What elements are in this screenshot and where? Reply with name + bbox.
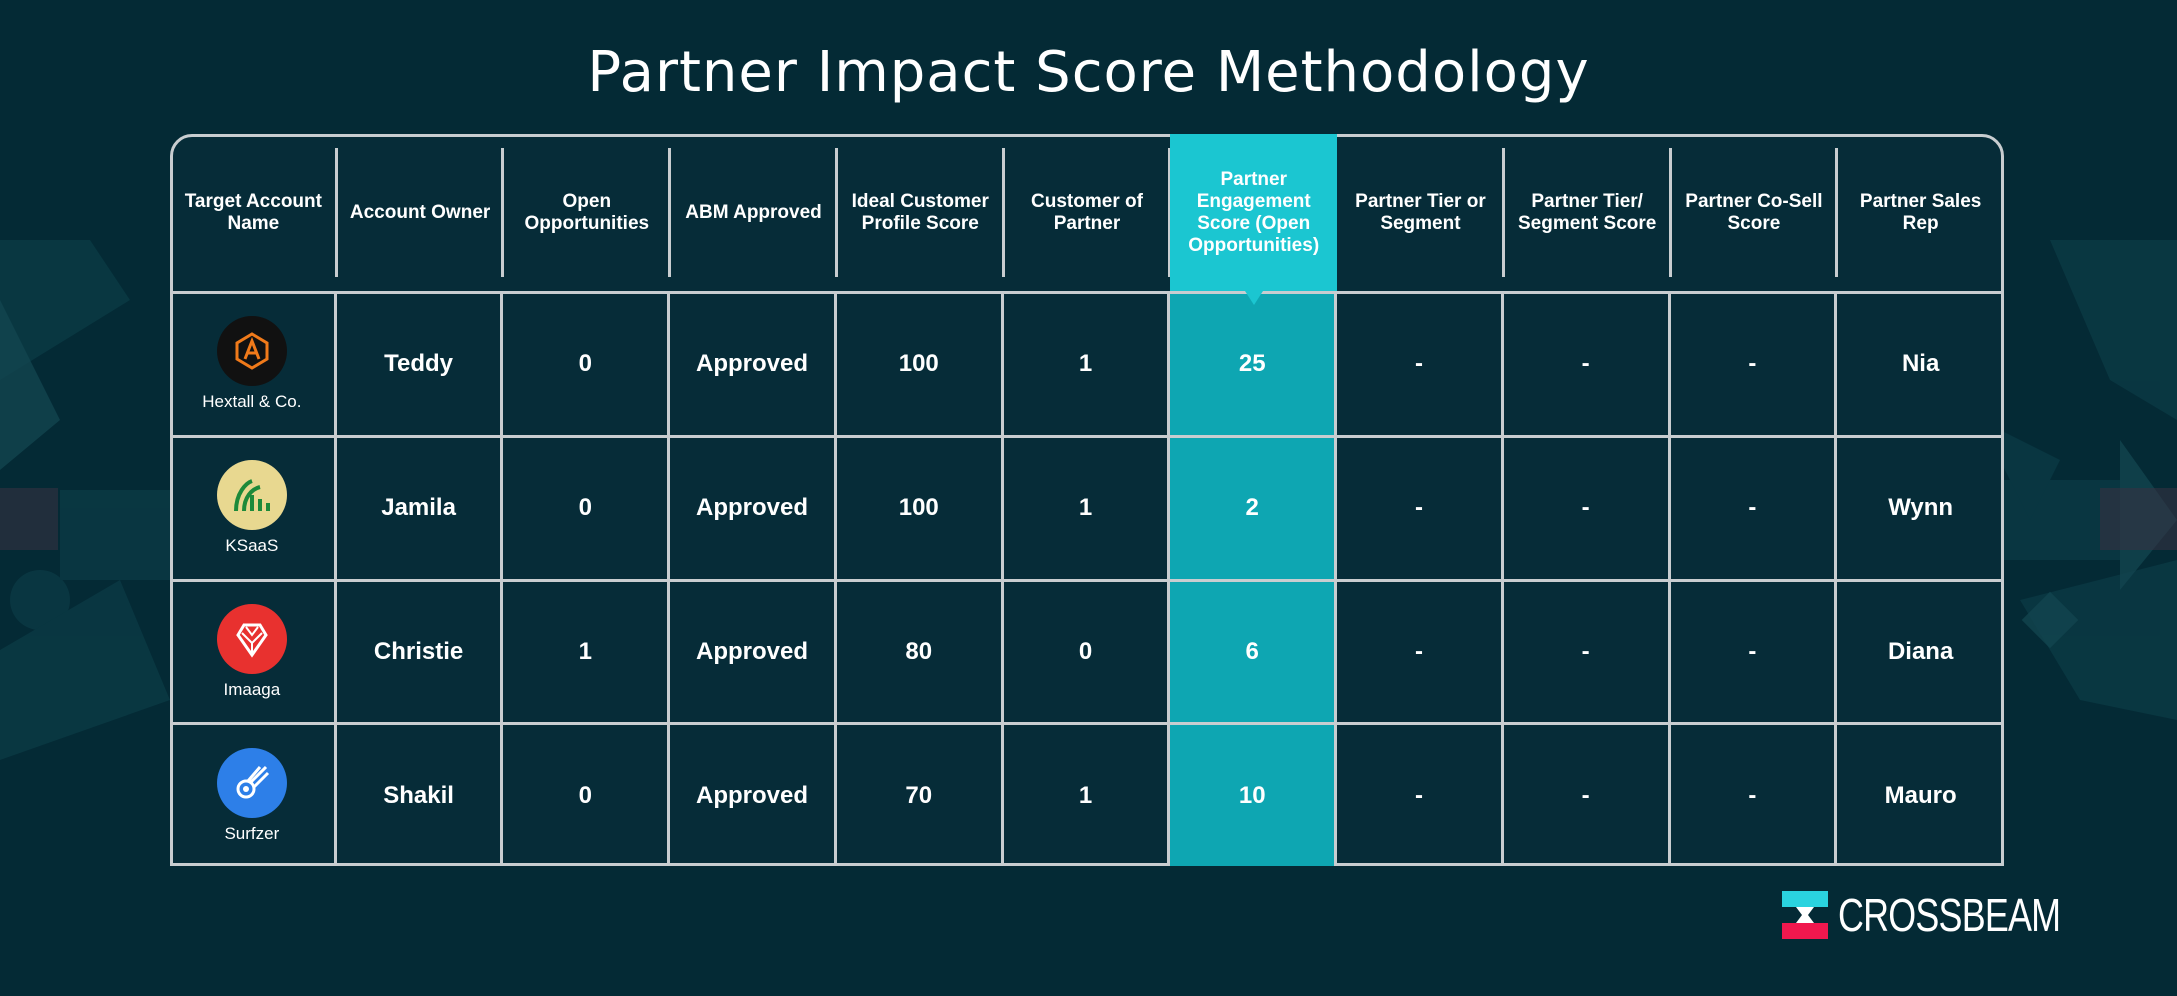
surfzer-logo-icon bbox=[216, 747, 287, 818]
account-name: Surfzer bbox=[224, 823, 280, 843]
cell-owner: Teddy bbox=[336, 291, 504, 435]
cell-open-opps: 0 bbox=[503, 291, 671, 435]
cell-owner: Shakil bbox=[336, 722, 504, 866]
cell-rep: Nia bbox=[1837, 291, 2004, 435]
cell-engagement: 2 bbox=[1170, 434, 1338, 579]
hextall-logo-icon bbox=[216, 316, 287, 387]
cell-abm: Approved bbox=[670, 578, 837, 723]
cell-cosell: - bbox=[1670, 578, 1838, 723]
cell-rep: Mauro bbox=[1837, 722, 2004, 866]
crossbeam-brand: CROSSBEAM bbox=[1782, 889, 2123, 941]
cell-open-opps: 1 bbox=[503, 578, 671, 723]
cell-open-opps: 0 bbox=[503, 434, 671, 579]
crossbeam-logo-icon bbox=[1782, 891, 1828, 939]
table-row-account: Imaaga bbox=[170, 578, 337, 723]
cell-cosell: - bbox=[1670, 722, 1838, 866]
cell-tier-score: - bbox=[1503, 434, 1671, 579]
col-header-account-owner: Account Owner bbox=[337, 134, 505, 291]
cell-icp: 70 bbox=[836, 722, 1004, 866]
score-table: Target Account Name Account Owner Open O… bbox=[170, 134, 2004, 866]
account-name: KSaaS bbox=[225, 536, 279, 556]
col-header-icp-score: Ideal Customer Profile Score bbox=[837, 134, 1005, 291]
table-row-account: Surfzer bbox=[170, 722, 337, 866]
cell-tier: - bbox=[1337, 291, 1504, 435]
cell-abm: Approved bbox=[670, 291, 837, 435]
col-header-tier-segment: Partner Tier or Segment bbox=[1337, 134, 1505, 291]
cell-tier: - bbox=[1337, 578, 1504, 723]
cell-owner: Jamila bbox=[336, 434, 504, 579]
table-grid: Target Account Name Account Owner Open O… bbox=[170, 134, 2004, 866]
cell-engagement: 25 bbox=[1170, 291, 1338, 435]
cell-open-opps: 0 bbox=[503, 722, 671, 866]
col-header-tier-segment-score: Partner Tier/ Segment Score bbox=[1504, 134, 1672, 291]
cell-icp: 80 bbox=[836, 578, 1004, 723]
col-header-customer-of-partner: Customer of Partner bbox=[1004, 134, 1172, 291]
cell-tier: - bbox=[1337, 722, 1504, 866]
account-name: Hextall & Co. bbox=[202, 392, 302, 412]
cell-icp: 100 bbox=[836, 291, 1004, 435]
cell-cosell: - bbox=[1670, 291, 1838, 435]
cell-customer-of-partner: 1 bbox=[1003, 434, 1171, 579]
table-frame bbox=[170, 134, 2004, 866]
table-row-account: KSaaS bbox=[170, 434, 337, 579]
cell-tier-score: - bbox=[1503, 291, 1671, 435]
cell-tier: - bbox=[1337, 434, 1504, 579]
col-header-sales-rep: Partner Sales Rep bbox=[1859, 190, 1982, 234]
col-header-cosell-score: Partner Co-Sell Score bbox=[1671, 134, 1839, 291]
cell-customer-of-partner: 0 bbox=[1003, 578, 1171, 723]
cell-rep: Diana bbox=[1837, 578, 2004, 723]
cell-engagement: 6 bbox=[1170, 578, 1338, 723]
account-name: Imaaga bbox=[223, 679, 281, 699]
cell-customer-of-partner: 1 bbox=[1003, 722, 1171, 866]
col-header-target-account: Target Account Name bbox=[170, 134, 338, 291]
table-row-account: Hextall & Co. bbox=[170, 291, 337, 435]
ksaas-logo-icon bbox=[216, 460, 287, 531]
col-header-engagement-score: Partner Engagement Score (Open Opportuni… bbox=[1170, 134, 1338, 305]
cell-cosell: - bbox=[1670, 434, 1838, 579]
cell-customer-of-partner: 1 bbox=[1003, 291, 1171, 435]
cell-abm: Approved bbox=[670, 434, 837, 579]
imaaga-logo-icon bbox=[216, 603, 287, 674]
cell-abm: Approved bbox=[670, 722, 837, 866]
cell-rep: Wynn bbox=[1837, 434, 2004, 579]
cell-tier-score: - bbox=[1503, 722, 1671, 866]
cell-owner: Christie bbox=[336, 578, 504, 723]
cell-tier-score: - bbox=[1503, 578, 1671, 723]
cell-icp: 100 bbox=[836, 434, 1004, 579]
page-title: Partner Impact Score Methodology bbox=[587, 40, 1590, 105]
crossbeam-wordmark: CROSSBEAM bbox=[1838, 889, 2061, 941]
cell-engagement: 10 bbox=[1170, 722, 1338, 866]
col-header-abm-approved: ABM Approved bbox=[670, 134, 838, 291]
col-header-open-opportunities: Open Opportunities bbox=[503, 134, 672, 291]
